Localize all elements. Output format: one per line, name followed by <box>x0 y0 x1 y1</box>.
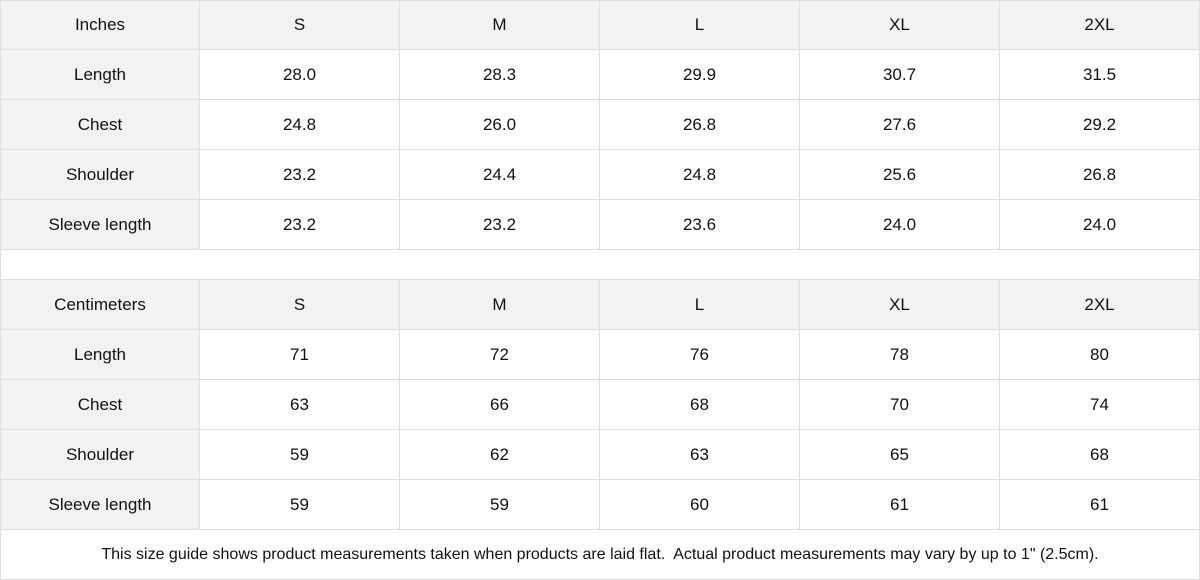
inches-table: Inches S M L XL 2XL Length 28.0 28.3 29.9 30.7 31.5… <box>0 0 1200 250</box>
size-header: S <box>200 280 400 330</box>
size-header: M <box>400 280 600 330</box>
measurement-value: 24.8 <box>600 150 800 200</box>
size-header: XL <box>800 280 1000 330</box>
measurement-value: 28.0 <box>200 50 400 100</box>
measurement-label: Chest <box>0 380 200 430</box>
size-header: XL <box>800 0 1000 50</box>
measurement-value: 24.4 <box>400 150 600 200</box>
footnote: This size guide shows product measuremen… <box>0 530 1200 580</box>
measurement-value: 28.3 <box>400 50 600 100</box>
measurement-value: 24.0 <box>800 200 1000 250</box>
measurement-value: 59 <box>400 480 600 530</box>
measurement-value: 60 <box>600 480 800 530</box>
measurement-value: 62 <box>400 430 600 480</box>
measurement-value: 23.6 <box>600 200 800 250</box>
measurement-value: 25.6 <box>800 150 1000 200</box>
unit-header: Inches <box>0 0 200 50</box>
measurement-value: 71 <box>200 330 400 380</box>
measurement-value: 24.0 <box>1000 200 1200 250</box>
measurement-value: 26.0 <box>400 100 600 150</box>
measurement-value: 61 <box>1000 480 1200 530</box>
measurement-value: 78 <box>800 330 1000 380</box>
measurement-value: 31.5 <box>1000 50 1200 100</box>
centimeters-table: Centimeters S M L XL 2XL Length 71 72 76 78 80 Chest… <box>0 280 1200 530</box>
measurement-label: Chest <box>0 100 200 150</box>
size-header: L <box>600 0 800 50</box>
size-header: S <box>200 0 400 50</box>
measurement-value: 23.2 <box>400 200 600 250</box>
measurement-value: 63 <box>200 380 400 430</box>
measurement-label: Shoulder <box>0 150 200 200</box>
measurement-value: 68 <box>1000 430 1200 480</box>
measurement-value: 74 <box>1000 380 1200 430</box>
measurement-label: Length <box>0 50 200 100</box>
size-header: 2XL <box>1000 0 1200 50</box>
measurement-value: 65 <box>800 430 1000 480</box>
measurement-value: 80 <box>1000 330 1200 380</box>
measurement-label: Shoulder <box>0 430 200 480</box>
size-header: L <box>600 280 800 330</box>
measurement-value: 63 <box>600 430 800 480</box>
measurement-value: 23.2 <box>200 200 400 250</box>
measurement-label: Sleeve length <box>0 200 200 250</box>
measurement-value: 30.7 <box>800 50 1000 100</box>
measurement-value: 68 <box>600 380 800 430</box>
measurement-value: 61 <box>800 480 1000 530</box>
measurement-value: 59 <box>200 430 400 480</box>
measurement-value: 29.9 <box>600 50 800 100</box>
size-header: M <box>400 0 600 50</box>
size-header: 2XL <box>1000 280 1200 330</box>
measurement-label: Sleeve length <box>0 480 200 530</box>
measurement-value: 29.2 <box>1000 100 1200 150</box>
measurement-value: 26.8 <box>600 100 800 150</box>
unit-header: Centimeters <box>0 280 200 330</box>
table-spacer <box>0 250 1200 280</box>
measurement-value: 27.6 <box>800 100 1000 150</box>
measurement-value: 23.2 <box>200 150 400 200</box>
measurement-value: 59 <box>200 480 400 530</box>
measurement-value: 72 <box>400 330 600 380</box>
measurement-value: 26.8 <box>1000 150 1200 200</box>
measurement-value: 70 <box>800 380 1000 430</box>
measurement-value: 76 <box>600 330 800 380</box>
measurement-label: Length <box>0 330 200 380</box>
measurement-value: 24.8 <box>200 100 400 150</box>
measurement-value: 66 <box>400 380 600 430</box>
